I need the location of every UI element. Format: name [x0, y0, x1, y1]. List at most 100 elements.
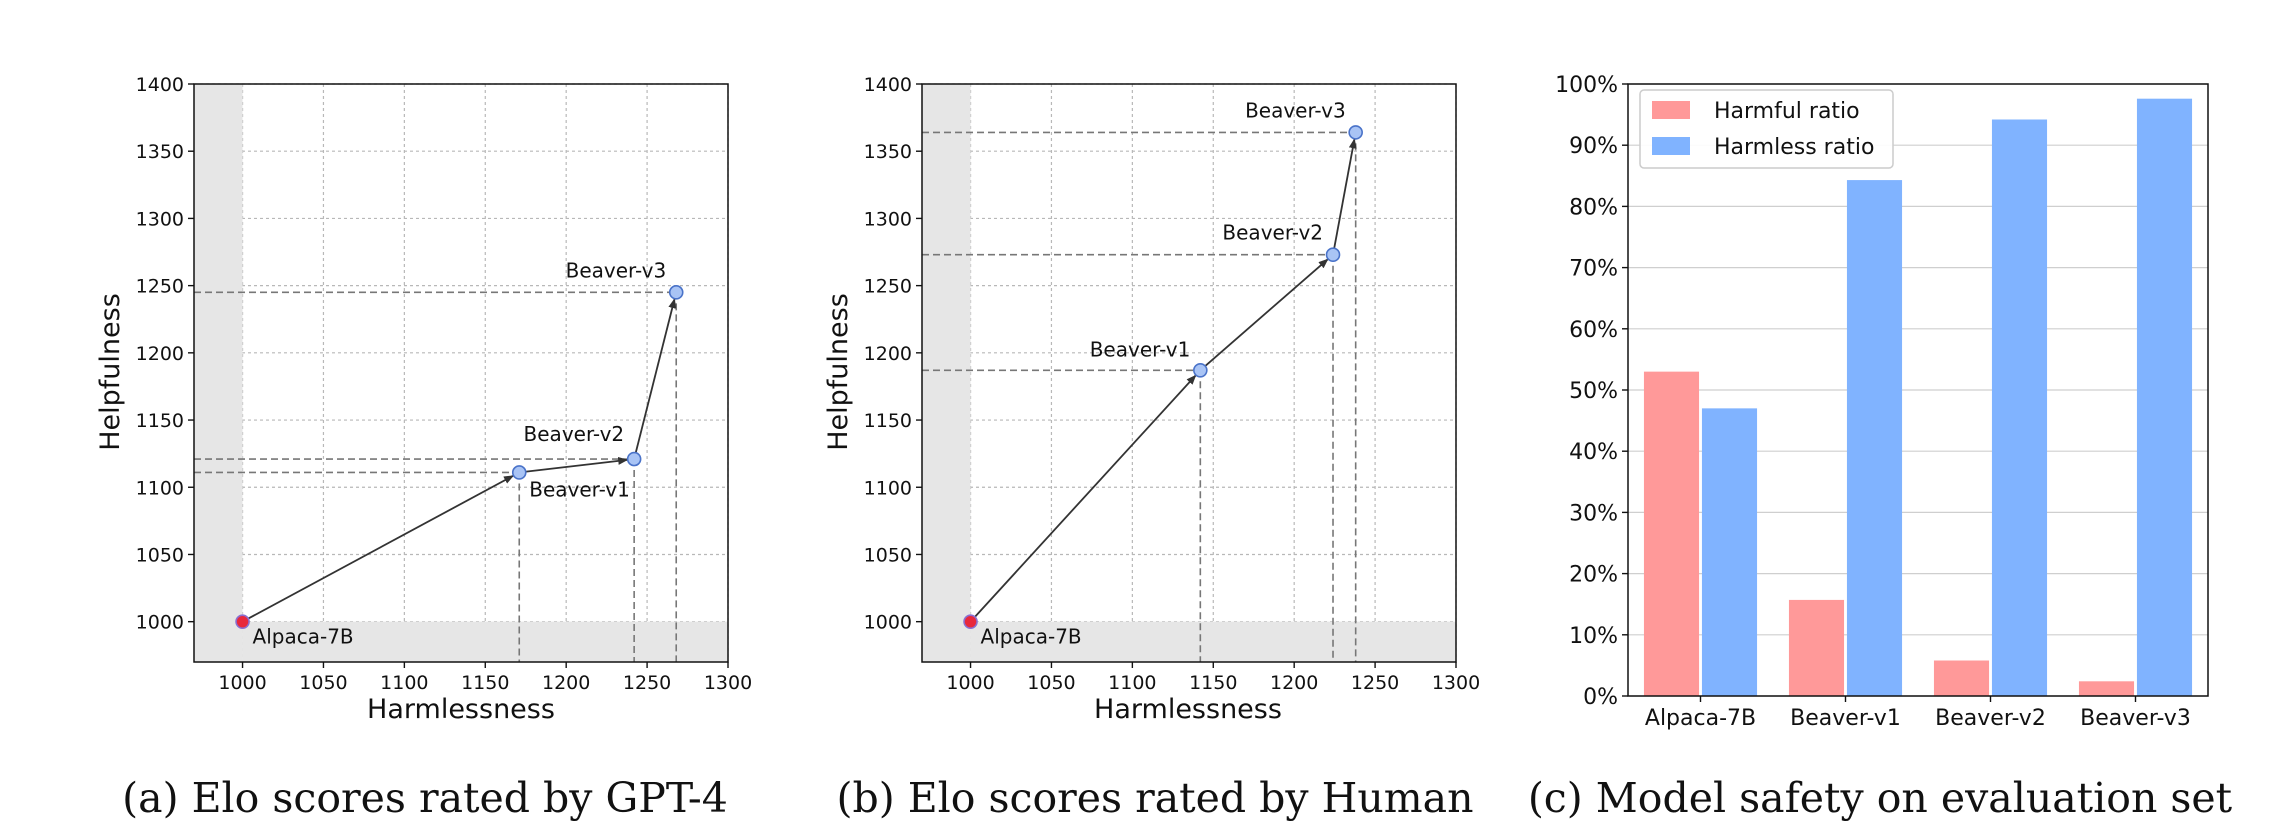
x-tick-label: 1200 — [1270, 672, 1318, 694]
baseline-point — [963, 614, 978, 629]
y-tick-label: 1150 — [136, 410, 184, 432]
frame-b — [921, 83, 1457, 663]
x-tick-label: Alpaca-7B — [1645, 706, 1756, 731]
legend-swatch-harmful — [1652, 101, 1690, 119]
y-tick-label: 0% — [1583, 685, 1618, 710]
y-tick-label: 1350 — [864, 141, 912, 163]
y-tick-label: 1150 — [864, 410, 912, 432]
y-tick-label: 40% — [1569, 440, 1618, 465]
shade-left — [194, 84, 243, 662]
y-tick-label: 1100 — [864, 477, 912, 499]
bar-harmful — [1788, 599, 1845, 696]
legend-swatch-harmless — [1652, 137, 1690, 155]
point-label: Alpaca-7B — [253, 625, 354, 649]
plot-frame — [193, 83, 729, 663]
shade-bottom — [970, 621, 1456, 662]
arrows-a — [248, 298, 677, 620]
bar-harmless — [1701, 408, 1758, 696]
shade-left — [922, 84, 971, 662]
x-tick-label: Beaver-v3 — [2080, 706, 2191, 731]
data-point — [1325, 247, 1341, 263]
point-label: Beaver-v1 — [529, 477, 630, 501]
y-tick-label: 1400 — [136, 74, 184, 96]
y-tick-label: 90% — [1569, 134, 1618, 159]
data-point — [511, 465, 527, 480]
x-tick-label: 1250 — [1351, 672, 1399, 694]
bar-harmful — [1643, 371, 1700, 696]
y-tick-label: 1400 — [864, 74, 912, 96]
y-tick-label: 20% — [1569, 563, 1618, 588]
plot-frame — [921, 83, 1457, 663]
y-tick-label: 1350 — [136, 141, 184, 163]
bar-harmless — [1846, 180, 1903, 697]
y-tick-label: 1100 — [136, 477, 184, 499]
caption-a: (a) Elo scores rated by GPT-4 — [122, 774, 728, 822]
y-tick-label: 1250 — [864, 276, 912, 298]
arrow — [526, 456, 629, 473]
guide-lines-b — [922, 131, 1357, 662]
x-tick-label: 1150 — [461, 672, 509, 694]
legend-box — [1639, 89, 1894, 169]
y-tick-label: 50% — [1569, 379, 1618, 404]
y-tick-label: 80% — [1569, 195, 1618, 220]
grid-a — [194, 83, 729, 662]
y-tick-label: 30% — [1569, 501, 1618, 526]
arrow — [974, 374, 1197, 618]
frame-c — [1627, 83, 2209, 697]
elo-human-chart: Alpaca-7B Beaver-v1 Beaver-v2 Beaver-v3 100… — [823, 74, 1480, 822]
y-tick-label: 10% — [1569, 624, 1618, 649]
point-label: Beaver-v2 — [524, 422, 625, 446]
y-tick-label: 1250 — [136, 276, 184, 298]
x-tick-label: 1100 — [1108, 672, 1156, 694]
y-tick-label: 60% — [1569, 318, 1618, 343]
x-tick-label: 1000 — [218, 672, 266, 694]
x-tick-label: 1300 — [1432, 672, 1480, 694]
arrow — [634, 298, 677, 453]
model-safety-chart: 0% 10% 20% 30% 40% 50% 60% 70% 80% 90% 100% Alpaca-… — [1528, 73, 2233, 822]
points-a: Alpaca-7B Beaver-v1 Beaver-v2 Beaver-v3 — [235, 258, 684, 649]
shade-bottom — [242, 621, 728, 662]
data-point — [1193, 363, 1208, 378]
plot-frame — [1627, 83, 2209, 697]
caption-b: (b) Elo scores rated by Human — [836, 774, 1473, 822]
x-tick-label: 1050 — [299, 672, 347, 694]
y-axis-label: Helpfulness — [95, 293, 126, 451]
bar-harmless — [2136, 98, 2193, 697]
y-tick-label: 1200 — [864, 343, 912, 365]
point-label: Beaver-v2 — [1222, 221, 1323, 245]
y-tick-label: 1300 — [864, 208, 912, 230]
bars-c — [1643, 98, 2193, 697]
ticks-a: 1000 1050 1100 1150 1200 1250 1300 1000 1050 1100… — [136, 74, 753, 694]
x-axis-label: Harmlessness — [1094, 694, 1282, 725]
y-tick-label: 1000 — [864, 612, 912, 634]
point-label: Beaver-v3 — [1245, 98, 1346, 122]
arrow — [1205, 258, 1329, 367]
frame-a — [193, 83, 729, 663]
ticks-b: 1000 1050 1100 1150 1200 1250 1300 1000 1050 1100… — [864, 74, 1481, 694]
x-tick-label: 1250 — [623, 672, 671, 694]
caption-c: (c) Model safety on evaluation set — [1528, 774, 2233, 822]
x-tick-label: Beaver-v1 — [1790, 706, 1901, 731]
x-axis-label: Harmlessness — [367, 694, 555, 725]
y-tick-label: 1050 — [136, 544, 184, 566]
point-label: Alpaca-7B — [981, 625, 1082, 649]
y-tick-label: 1000 — [136, 612, 184, 634]
y-tick-label: 1300 — [136, 208, 184, 230]
arrow — [248, 474, 514, 620]
grid-b — [922, 83, 1457, 662]
legend-label-harmful: Harmful ratio — [1714, 99, 1860, 124]
x-tick-label: 1100 — [380, 672, 428, 694]
y-axis-label: Helpfulness — [823, 293, 854, 451]
elo-gpt4-chart: Alpaca-7B Beaver-v1 Beaver-v2 Beaver-v3 100… — [95, 74, 752, 822]
bar-harmless — [1991, 119, 2048, 697]
points-b: Alpaca-7B Beaver-v1 Beaver-v2 Beaver-v3 — [963, 98, 1363, 649]
arrows-b — [974, 138, 1357, 618]
guide-lines-a — [194, 291, 678, 662]
y-tick-label: 70% — [1569, 257, 1618, 282]
data-point — [668, 285, 684, 300]
x-tick-label: Beaver-v2 — [1935, 706, 2046, 731]
shaded-region-a — [194, 84, 728, 662]
baseline-point — [235, 614, 250, 629]
data-point — [626, 451, 642, 467]
